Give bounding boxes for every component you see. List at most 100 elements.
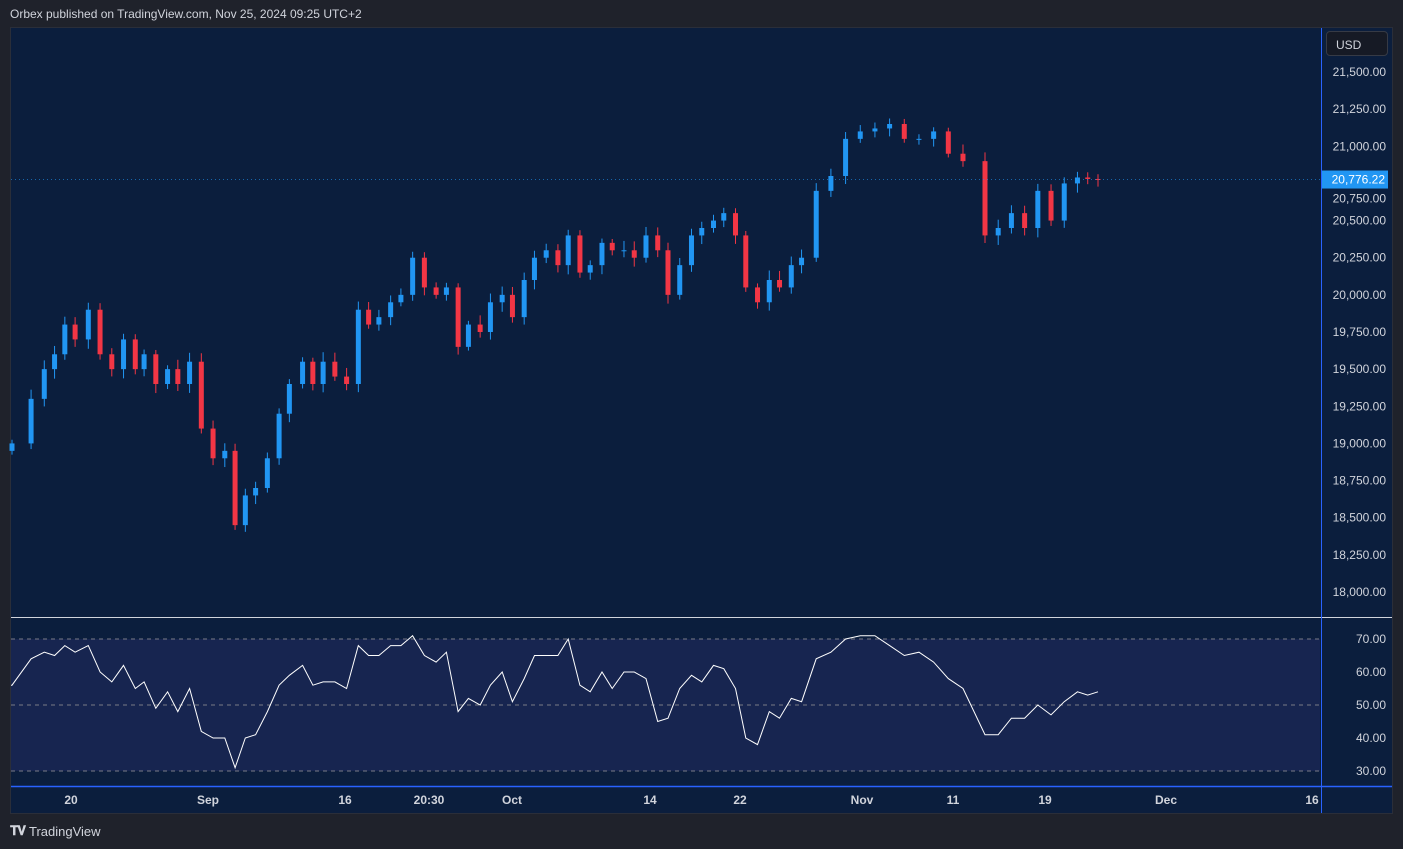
candle-up <box>242 495 248 526</box>
candle-up <box>276 413 282 459</box>
published-header: Orbex published on TradingView.com, Nov … <box>10 7 362 21</box>
candle-up <box>443 287 449 295</box>
candle-up <box>587 265 593 273</box>
candle-up <box>766 279 772 303</box>
candle-up <box>828 175 834 191</box>
price-tick-label: 19,750.00 <box>1333 325 1387 339</box>
candle-down <box>421 257 427 288</box>
rsi-tick-label: 50.00 <box>1356 698 1386 712</box>
time-tick-label: Dec <box>1155 793 1177 807</box>
candle-up <box>253 487 259 496</box>
candle-up <box>599 242 605 266</box>
candle-up <box>264 458 270 488</box>
time-tick-label: Sep <box>197 793 219 807</box>
candle-up <box>9 443 15 451</box>
candle-up <box>688 235 694 266</box>
candle-up <box>465 324 471 347</box>
candle-up <box>1035 190 1041 228</box>
candle-up <box>410 257 416 295</box>
candle-down <box>433 287 439 295</box>
candle-up <box>799 257 805 266</box>
last-price-label: 20,776.22 <box>1332 173 1386 187</box>
candle-up <box>487 302 493 332</box>
candle-down <box>1048 190 1054 221</box>
candle-up <box>857 131 863 139</box>
time-tick-label: 20 <box>64 793 78 807</box>
time-tick-label: 19 <box>1038 793 1052 807</box>
candle-down <box>310 361 316 384</box>
price-tick-label: 20,000.00 <box>1333 288 1387 302</box>
candle-down <box>344 376 350 384</box>
candle-down <box>509 294 515 318</box>
candle-up <box>320 361 326 384</box>
candle-down <box>901 123 907 139</box>
candle-up <box>62 324 68 355</box>
candle-down <box>982 161 988 236</box>
candle-up <box>187 361 193 384</box>
price-tick-label: 21,250.00 <box>1333 102 1387 116</box>
candle-down <box>72 324 78 340</box>
candle-up <box>916 138 922 140</box>
candle-up <box>995 227 1001 236</box>
candle-up <box>121 339 127 370</box>
candle-up <box>376 317 382 325</box>
candle-up <box>521 279 527 318</box>
rsi-tick-label: 60.00 <box>1356 665 1386 679</box>
tradingview-logo-icon: 𝐓𝐕 <box>10 823 26 838</box>
last-price-badge <box>1322 170 1388 189</box>
candle-down <box>455 287 461 347</box>
candle-down <box>777 279 783 288</box>
candle-down <box>1022 213 1028 228</box>
price-tick-label: 19,000.00 <box>1333 436 1387 450</box>
candle-down <box>755 287 761 303</box>
candle-down <box>332 361 338 377</box>
candle-down <box>945 131 951 154</box>
candle-up <box>300 361 306 384</box>
time-tick-label: 11 <box>947 793 960 807</box>
candle-down <box>609 242 615 251</box>
candle-down <box>665 250 671 295</box>
time-tick-label: 20:30 <box>414 793 445 807</box>
candle-down <box>960 153 966 162</box>
candle-down <box>366 309 372 325</box>
candle-up <box>677 265 683 295</box>
time-tick-label: 16 <box>338 793 352 807</box>
candle-up <box>813 190 819 258</box>
currency-button[interactable]: USD <box>1326 31 1388 56</box>
candle-up <box>843 138 849 176</box>
price-tick-label: 18,250.00 <box>1333 548 1387 562</box>
candle-down <box>477 324 483 332</box>
candle-up <box>388 302 394 318</box>
price-tick-label: 20,750.00 <box>1333 192 1387 206</box>
candle-up <box>52 354 58 370</box>
price-tick-label: 20,250.00 <box>1333 251 1387 265</box>
candle-up <box>1074 177 1080 184</box>
candle-up <box>85 309 91 340</box>
rsi-tick-label: 70.00 <box>1356 632 1386 646</box>
time-tick-label: 22 <box>733 793 747 807</box>
price-tick-label: 21,500.00 <box>1333 65 1387 79</box>
candle-up <box>28 398 34 444</box>
candle-up <box>286 383 292 414</box>
price-tick-label: 19,500.00 <box>1333 362 1387 376</box>
time-tick-label: 16 <box>1305 793 1319 807</box>
candle-up <box>788 265 794 288</box>
candle-up <box>222 450 228 459</box>
candle-up <box>931 131 937 139</box>
candle-down <box>97 309 103 355</box>
candle-up <box>887 123 893 129</box>
rsi-line <box>11 634 1099 770</box>
candle-up <box>621 250 627 252</box>
candle-up <box>565 235 571 266</box>
rsi-tick-label: 30.00 <box>1356 764 1386 778</box>
candle-up <box>165 369 171 384</box>
candle-up <box>1008 213 1014 228</box>
candle-down <box>232 450 238 526</box>
candle-up <box>543 250 549 258</box>
price-tick-label: 18,500.00 <box>1333 511 1387 525</box>
candle-down <box>743 235 749 288</box>
price-tick-label: 18,750.00 <box>1333 474 1387 488</box>
candle-up <box>41 369 47 399</box>
tradingview-brand[interactable]: 𝐓𝐕 TradingView <box>10 823 101 839</box>
